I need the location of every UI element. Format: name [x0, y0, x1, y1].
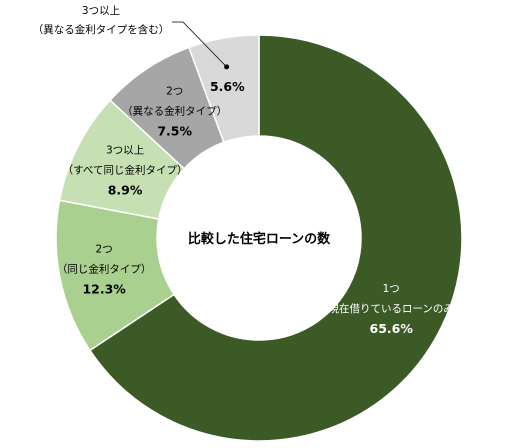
slices-group	[55, 34, 463, 442]
slice-3-value: 7.5%	[157, 124, 192, 139]
slice-1-label-line1: 2つ	[96, 243, 113, 255]
slice-2-label-line2: （すべて同じ金利タイプ）	[63, 163, 188, 176]
slice-3-label-line1: 2つ	[166, 86, 183, 98]
slice-2-value: 8.9%	[108, 182, 143, 197]
slice-0-label-line1: 1つ	[383, 283, 400, 295]
slice-3-label-line2: （異なる金利タイプ）	[122, 105, 227, 118]
slice-4-value: 5.6%	[210, 79, 245, 94]
labels-group: 1つ （現在借りているローンのみ） 65.6% 2つ （同じ金利タイプ） 12.3% 3つ以…	[33, 5, 465, 336]
callout-dot	[224, 64, 230, 70]
slice-4-label-line2: （異なる金利タイプを含む）	[33, 23, 170, 36]
callout-leader-line	[172, 21, 227, 68]
slice-1-label-line2: （同じ金利タイプ）	[57, 262, 152, 275]
callout-group	[172, 21, 230, 70]
center-title: 比較した住宅ローンの数	[188, 231, 331, 247]
slice-2-label-line1: 3つ以上	[106, 144, 144, 156]
slice-0	[88, 34, 463, 442]
slice-4	[188, 34, 260, 144]
slice-0-value: 65.6%	[370, 321, 414, 336]
slice-0-label-line2: （現在借りているローンのみ）	[318, 303, 464, 315]
slice-1-value: 12.3%	[82, 281, 126, 296]
slice-4-label-line1: 3つ以上	[82, 5, 120, 17]
